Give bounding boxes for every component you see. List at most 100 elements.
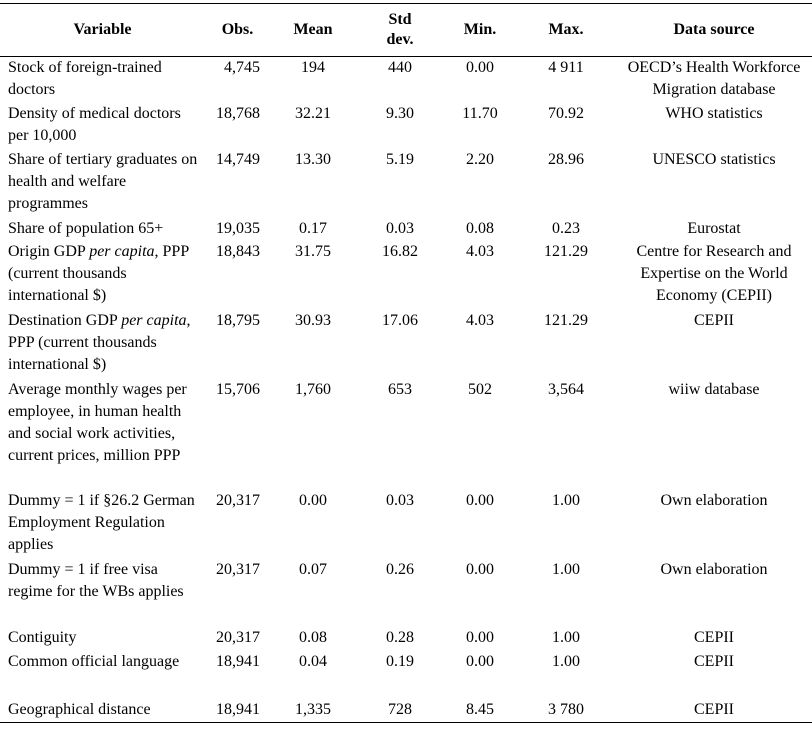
cell-variable: Average monthly wages per employee, in h… [8, 380, 187, 464]
cell-variable: Contiguity [8, 628, 77, 646]
cell-std: 0.03 [386, 491, 414, 509]
cell-obs: 20,317 [216, 491, 260, 509]
cell-mean: 0.08 [299, 628, 327, 646]
cell-mean: 194 [301, 59, 325, 76]
variable-text: Destination GDP [8, 311, 122, 329]
cell-variable: Geographical distance [8, 700, 151, 718]
table-row: Density of medical doctors per 10,000 18… [0, 103, 812, 149]
cell-source: Centre for Research and Expertise on the… [636, 242, 792, 304]
cell-mean: 1,760 [295, 380, 331, 398]
cell-obs: 18,795 [216, 311, 260, 329]
table-row: Destination GDP per capita, PPP (current… [0, 310, 812, 379]
header-min: Min. [463, 21, 497, 38]
cell-source: Own elaboration [660, 491, 768, 509]
cell-min: 4.03 [466, 242, 494, 260]
cell-max: 121.29 [544, 242, 588, 260]
variable-text-italic: per capita [121, 311, 187, 329]
cell-min: 11.70 [462, 104, 498, 122]
cell-source: CEPII [694, 652, 734, 670]
table-row: Common official language 18,941 0.04 0.1… [0, 651, 812, 699]
variable-text-italic: per capita [89, 242, 155, 260]
cell-std: 0.26 [386, 560, 414, 578]
cell-variable: Share of population 65+ [8, 219, 164, 237]
cell-min: 502 [468, 380, 492, 398]
cell-max: 1.00 [552, 652, 580, 670]
cell-variable: Origin GDP per capita, PPP (current thou… [0, 241, 205, 310]
table-row: Dummy = 1 if free visa regime for the WB… [0, 559, 812, 627]
cell-obs: 20,317 [216, 560, 260, 578]
cell-min: 0.00 [466, 652, 494, 670]
header-obs: Obs. [221, 21, 254, 38]
variable-text: Origin GDP [8, 242, 90, 260]
cell-variable: Density of medical doctors per 10,000 [8, 104, 181, 144]
cell-min: 8.45 [466, 700, 494, 718]
header-std-dev: Std dev. [356, 4, 444, 57]
cell-mean: 1,335 [295, 700, 331, 718]
cell-std: 17.06 [382, 311, 418, 329]
cell-variable: Share of tertiary graduates on health an… [8, 150, 198, 212]
table-row: Average monthly wages per employee, in h… [0, 379, 812, 490]
header-std-line1: Std [388, 11, 412, 28]
table-row: Contiguity 20,317 0.08 0.28 0.00 1.00 CE… [0, 627, 812, 651]
cell-std: 653 [388, 380, 412, 398]
cell-max: 3,564 [548, 380, 584, 398]
cell-obs: 18,843 [216, 242, 260, 260]
cell-source: wiiw database [668, 380, 760, 398]
cell-mean: 30.93 [295, 311, 331, 329]
variable-text: , PPP (current thousands international $… [8, 311, 191, 373]
cell-mean: 13.30 [295, 150, 331, 168]
cell-mean: 31.75 [295, 242, 331, 260]
cell-obs: 18,941 [216, 652, 260, 670]
cell-std: 0.19 [386, 652, 414, 670]
cell-source: Own elaboration [660, 560, 768, 578]
cell-mean: 32.21 [295, 104, 331, 122]
cell-std: 0.28 [386, 628, 414, 646]
cell-source: CEPII [694, 700, 734, 718]
cell-min: 2.20 [466, 150, 494, 168]
cell-std: 16.82 [382, 242, 418, 260]
cell-min: 0.00 [466, 491, 494, 509]
cell-source: UNESCO statistics [652, 150, 776, 168]
header-mean: Mean [293, 21, 333, 38]
header-source: Data source [673, 21, 755, 38]
cell-source: Eurostat [687, 219, 741, 237]
cell-max: 70.92 [548, 104, 584, 122]
cell-obs: 15,706 [216, 380, 260, 398]
header-variable: Variable [73, 21, 132, 38]
cell-variable: Dummy = 1 if §26.2 German Employment Reg… [8, 491, 195, 553]
cell-max: 1.00 [552, 628, 580, 646]
table-row: Stock of foreign-trained doctors 4,745 1… [0, 57, 812, 103]
cell-obs: 18,768 [216, 104, 260, 122]
cell-mean: 0.17 [299, 219, 327, 237]
cell-obs: 18,941 [216, 700, 260, 718]
cell-variable: Dummy = 1 if free visa regime for the WB… [8, 560, 184, 600]
cell-variable: Destination GDP per capita, PPP (current… [0, 310, 205, 379]
cell-std: 5.19 [386, 150, 414, 168]
cell-max: 28.96 [548, 150, 584, 168]
cell-source: CEPII [694, 628, 734, 646]
cell-min: 0.00 [466, 560, 494, 578]
cell-mean: 0.07 [299, 560, 327, 578]
cell-max: 1.00 [552, 491, 580, 509]
cell-std: 440 [388, 59, 412, 76]
cell-variable: Common official language [8, 652, 180, 670]
cell-variable: Stock of foreign-trained doctors [8, 59, 162, 98]
cell-std: 9.30 [386, 104, 414, 122]
cell-max: 3 780 [548, 700, 584, 718]
cell-min: 4.03 [466, 311, 494, 329]
table-row: Dummy = 1 if §26.2 German Employment Reg… [0, 490, 812, 559]
cell-min: 0.08 [466, 219, 494, 237]
cell-min: 0.00 [466, 59, 494, 76]
table-row: Share of tertiary graduates on health an… [0, 149, 812, 218]
variable-text: , PPP (current thousands international $… [8, 242, 189, 304]
cell-obs: 20,317 [216, 628, 260, 646]
cell-source: WHO statistics [665, 104, 763, 122]
cell-std: 728 [388, 700, 412, 718]
cell-max: 4 911 [548, 59, 584, 76]
cell-mean: 0.04 [299, 652, 327, 670]
cell-max: 121.29 [544, 311, 588, 329]
table-row: Origin GDP per capita, PPP (current thou… [0, 241, 812, 310]
table-header-row: Variable Obs. Mean Std dev. Min. Max. Dat… [0, 3, 812, 57]
cell-source: OECD’s Health Workforce Migration databa… [627, 59, 801, 98]
